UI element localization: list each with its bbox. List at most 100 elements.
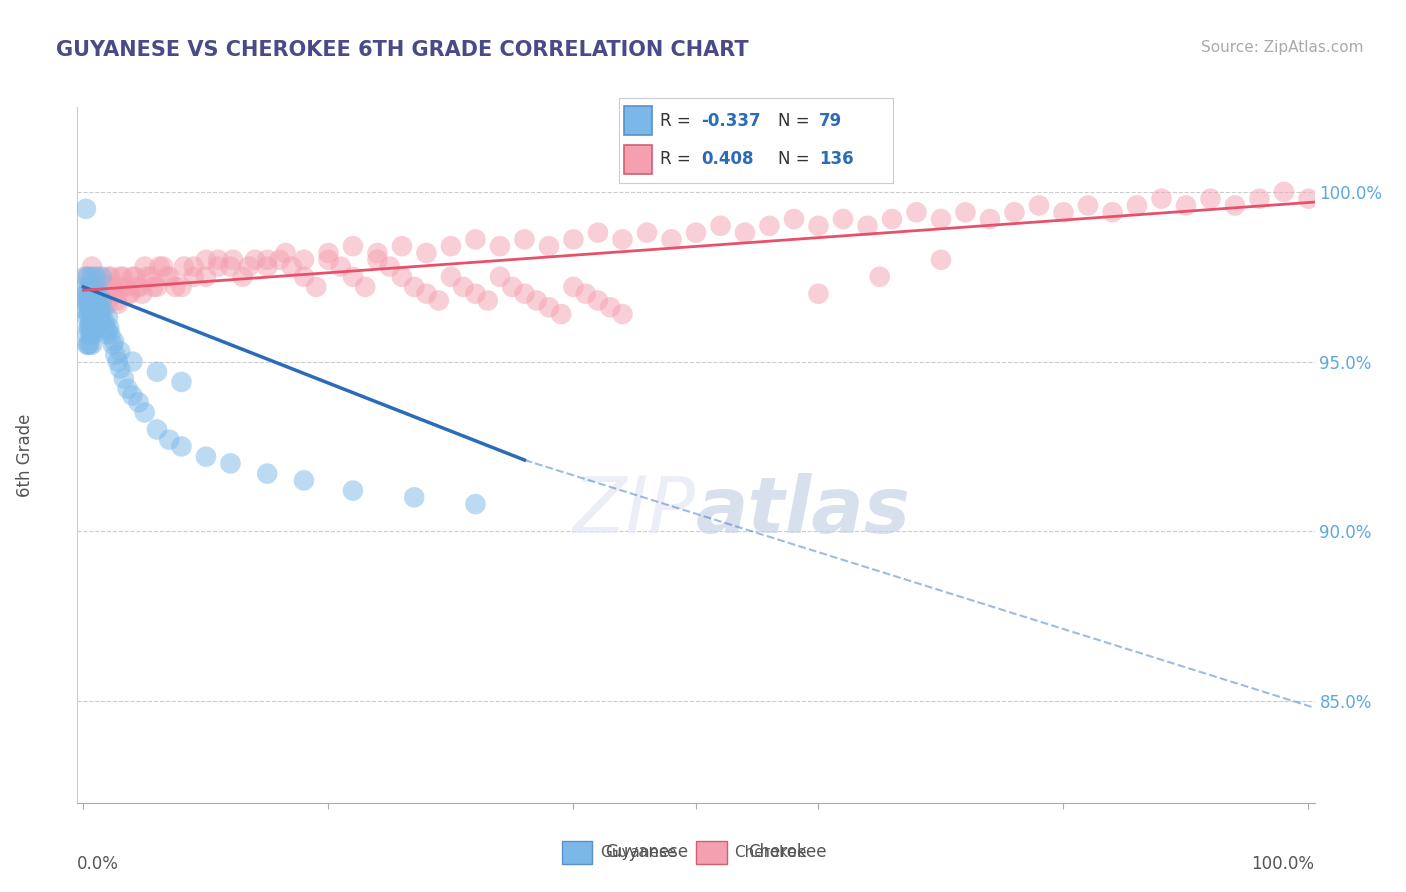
Point [526, 293, 548, 308]
Point [75, 202, 97, 216]
Point [1004, 205, 1026, 219]
Point [318, 246, 340, 260]
Point [170, 375, 193, 389]
Point [292, 269, 315, 284]
Point [86, 293, 108, 308]
Point [139, 269, 162, 284]
Point [80, 269, 103, 284]
Point [404, 280, 426, 294]
Point [87, 297, 110, 311]
Point [232, 269, 254, 284]
Point [77, 269, 100, 284]
Point [157, 433, 180, 447]
Point [89, 269, 111, 284]
Text: R =: R = [659, 112, 696, 129]
Point [89, 293, 111, 308]
Point [256, 260, 278, 274]
Text: 0.0%: 0.0% [77, 855, 120, 873]
Point [107, 297, 129, 311]
Point [464, 497, 486, 511]
Point [146, 365, 169, 379]
Point [440, 269, 463, 284]
Point [219, 260, 242, 274]
Point [183, 269, 205, 284]
Point [101, 280, 124, 294]
Text: Source: ZipAtlas.com: Source: ZipAtlas.com [1201, 40, 1364, 55]
Point [440, 239, 463, 253]
Point [90, 293, 112, 308]
Point [90, 303, 112, 318]
Point [562, 280, 585, 294]
Point [77, 293, 100, 308]
Point [128, 280, 150, 294]
Point [366, 246, 388, 260]
Point [342, 239, 364, 253]
Point [90, 277, 112, 291]
Point [86, 303, 108, 318]
Point [80, 293, 103, 308]
Point [82, 310, 104, 325]
Point [832, 212, 855, 227]
Point [537, 239, 560, 253]
Point [758, 219, 780, 233]
Point [84, 293, 107, 308]
Text: N =: N = [778, 150, 814, 168]
Point [391, 269, 413, 284]
Point [118, 286, 141, 301]
Point [489, 269, 512, 284]
Point [1298, 192, 1320, 206]
Point [94, 320, 117, 334]
Point [501, 280, 523, 294]
Point [111, 269, 134, 284]
Point [98, 320, 121, 334]
Point [100, 269, 122, 284]
Point [82, 327, 104, 342]
Point [79, 337, 101, 351]
Text: 0.408: 0.408 [700, 150, 754, 168]
Point [103, 286, 125, 301]
Point [121, 269, 143, 284]
Point [79, 320, 101, 334]
Point [134, 260, 156, 274]
Point [1150, 192, 1173, 206]
Point [165, 280, 187, 294]
Point [146, 422, 169, 436]
Point [100, 280, 122, 294]
Point [100, 327, 122, 342]
Point [1077, 198, 1099, 212]
Point [121, 388, 143, 402]
Point [79, 280, 101, 294]
Point [104, 286, 127, 301]
Point [94, 286, 117, 301]
FancyBboxPatch shape [696, 841, 727, 864]
Text: -0.337: -0.337 [700, 112, 761, 129]
Point [77, 320, 100, 334]
Point [97, 297, 120, 311]
Point [93, 314, 115, 328]
Point [146, 280, 169, 294]
Point [318, 252, 340, 267]
Point [929, 252, 952, 267]
Point [115, 280, 138, 294]
Point [550, 307, 572, 321]
Point [96, 327, 118, 342]
Point [1101, 205, 1123, 219]
Point [76, 310, 98, 325]
Point [90, 303, 112, 318]
FancyBboxPatch shape [562, 841, 592, 864]
Point [142, 280, 165, 294]
Point [856, 219, 879, 233]
Point [156, 269, 179, 284]
Text: Cherokee: Cherokee [734, 846, 807, 860]
Text: ZIP: ZIP [574, 473, 696, 549]
Point [537, 300, 560, 314]
Text: atlas: atlas [696, 473, 911, 549]
FancyBboxPatch shape [624, 145, 651, 175]
Point [586, 226, 609, 240]
Point [1199, 192, 1222, 206]
Point [87, 286, 110, 301]
Point [84, 293, 107, 308]
Point [84, 286, 107, 301]
Point [87, 303, 110, 318]
Point [562, 232, 585, 246]
